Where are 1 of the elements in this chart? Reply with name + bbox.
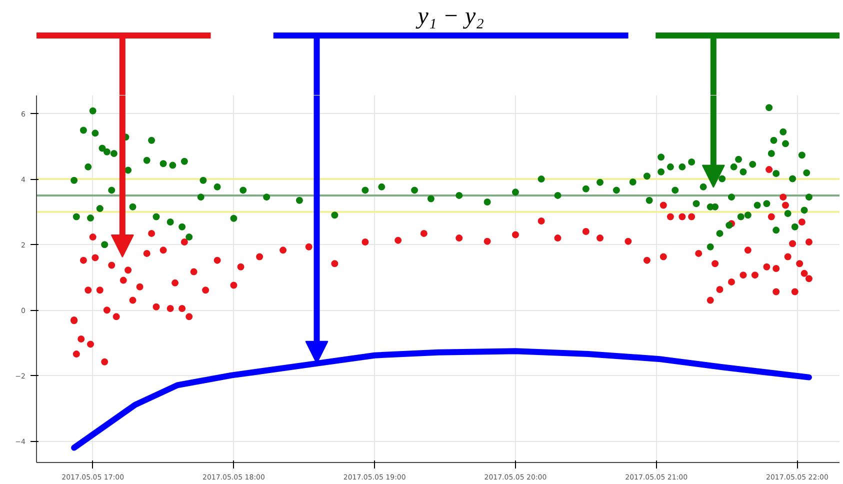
- text: y₁ − y₂: [416, 4, 484, 30]
